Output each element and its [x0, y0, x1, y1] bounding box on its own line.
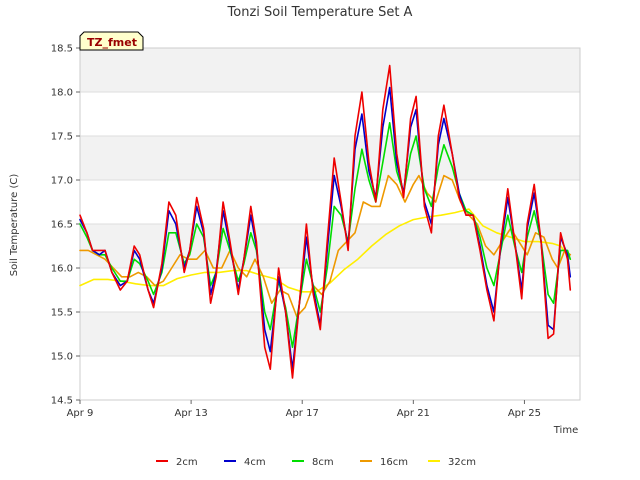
- x-tick-label: Apr 9: [67, 408, 94, 419]
- y-tick-label: 18.5: [51, 44, 73, 55]
- x-tick-label: Apr 21: [397, 408, 430, 419]
- x-axis-label: Time: [553, 425, 578, 436]
- x-tick-label: Apr 25: [508, 408, 541, 419]
- legend-label-16cm: 16cm: [380, 457, 408, 468]
- y-tick-label: 18.0: [51, 88, 73, 99]
- y-tick-label: 16.0: [51, 264, 73, 275]
- x-axis: Apr 9 Apr 13 Apr 17 Apr 21 Apr 25: [67, 400, 541, 419]
- legend-label-32cm: 32cm: [448, 457, 476, 468]
- y-tick-label: 14.5: [51, 396, 73, 407]
- y-axis-label: Soil Temperature (C): [9, 174, 20, 277]
- legend-label-4cm: 4cm: [244, 457, 266, 468]
- series-lines: [79, 64, 572, 379]
- y-tick-label: 15.0: [51, 352, 73, 363]
- series-line-8cm: [79, 122, 572, 349]
- plot-band: [80, 312, 580, 356]
- plot-band: [80, 356, 580, 400]
- site-label-box: TZ_fmet: [79, 31, 144, 51]
- y-axis: 14.5 15.0 15.5 16.0 16.5 17.0 17.5 18.0 18.5: [51, 44, 80, 407]
- site-label: TZ_fmet: [87, 36, 137, 49]
- y-tick-label: 15.5: [51, 308, 73, 319]
- series-line-2cm: [79, 64, 572, 379]
- x-tick-label: Apr 17: [286, 408, 319, 419]
- series-line-16cm: [79, 174, 572, 318]
- legend: 2cm 4cm 8cm 16cm 32cm: [156, 457, 476, 468]
- chart-title: Tonzi Soil Temperature Set A: [227, 5, 413, 20]
- legend-label-2cm: 2cm: [176, 457, 198, 468]
- x-tick-label: Apr 13: [175, 408, 208, 419]
- plot-band: [80, 48, 580, 92]
- plot-band: [80, 136, 580, 180]
- y-tick-label: 17.5: [51, 132, 73, 143]
- legend-label-8cm: 8cm: [312, 457, 334, 468]
- y-tick-label: 16.5: [51, 220, 73, 231]
- series-line-32cm: [79, 208, 572, 293]
- y-tick-label: 17.0: [51, 176, 73, 187]
- plot-band: [80, 92, 580, 136]
